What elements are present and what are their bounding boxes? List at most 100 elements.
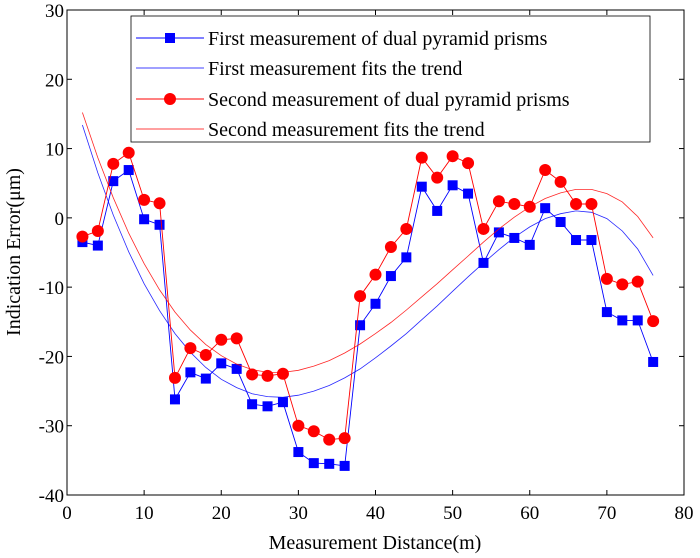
data-point-circle (585, 198, 598, 210)
data-point-square (185, 367, 196, 378)
data-point-circle (354, 290, 367, 303)
x-tick-labels: 0 10 20 30 40 50 60 70 80 (62, 503, 693, 524)
data-point-circle (631, 275, 644, 288)
data-point-circle (446, 150, 459, 163)
y-tick-label: -40 (39, 486, 64, 507)
data-point-square (108, 176, 119, 187)
y-tick-label: -10 (39, 278, 64, 299)
data-point-circle (384, 240, 397, 253)
data-point-square (324, 458, 335, 469)
data-point-circle (539, 164, 552, 177)
data-point-circle (184, 342, 197, 355)
data-point-circle (600, 272, 613, 285)
data-point-circle (138, 193, 151, 206)
data-point-square (463, 188, 474, 199)
data-point-square (262, 401, 273, 412)
data-point-square (339, 460, 350, 471)
legend-box (130, 15, 651, 143)
data-point-square (401, 252, 412, 263)
data-point-circle (647, 315, 660, 328)
data-point-square (355, 320, 366, 331)
data-point-square (524, 239, 535, 250)
data-point-square (370, 298, 381, 309)
data-point-circle (292, 419, 305, 432)
y-tick-label: 0 (55, 209, 65, 230)
data-point-square (277, 397, 288, 408)
data-point-circle (431, 171, 444, 184)
y-tick-label: 30 (45, 1, 64, 22)
data-point-circle (462, 157, 475, 170)
data-point-circle (91, 225, 104, 238)
y-tick-label: -20 (39, 347, 64, 368)
trend-line-2 (82, 124, 654, 398)
data-point-circle (246, 368, 259, 381)
data-point-circle (477, 222, 490, 235)
data-point-square (139, 214, 150, 225)
y-axis-title: Indication Error(μm) (3, 168, 25, 336)
x-tick-label: 30 (289, 503, 308, 524)
legend-label-2: First measurement fits the trend (208, 58, 462, 80)
data-point-circle (338, 432, 351, 445)
data-point-square (509, 232, 520, 243)
data-point-square (617, 315, 628, 326)
x-tick-label: 80 (675, 503, 694, 524)
data-point-square (293, 447, 304, 458)
y-tick-label: -30 (39, 417, 64, 438)
y-tick-label: 10 (45, 140, 64, 161)
data-point-square (416, 181, 427, 192)
data-point-square (200, 373, 211, 384)
data-point-square (493, 227, 504, 238)
tick-marks (66, 9, 685, 496)
legend: First measurement of dual pyramid prisms… (130, 15, 651, 143)
legend-label-1: First measurement of dual pyramid prisms (208, 28, 548, 50)
data-point-square (123, 165, 134, 176)
x-tick-label: 20 (212, 503, 231, 524)
legend-marker-circle (164, 93, 176, 105)
data-point-circle (199, 349, 212, 362)
data-point-square (632, 315, 643, 326)
data-point-circle (261, 369, 274, 382)
data-point-circle (400, 222, 413, 235)
data-point-circle (508, 198, 521, 210)
data-point-circle (168, 371, 181, 384)
data-point-circle (276, 367, 289, 380)
legend-label-3: Second measurement of dual pyramid prism… (208, 89, 570, 111)
y-tick-label: 20 (45, 70, 64, 91)
data-point-square (308, 458, 319, 469)
data-point-square (540, 203, 551, 214)
data-point-circle (415, 151, 428, 164)
data-point-square (432, 205, 443, 216)
data-point-square (447, 180, 458, 191)
x-tick-label: 70 (597, 503, 616, 524)
data-point-circle (107, 157, 120, 170)
x-axis-title: Measurement Distance(m) (269, 532, 482, 554)
x-tick-label: 50 (443, 503, 462, 524)
data-point-square (154, 219, 165, 230)
x-tick-label: 40 (366, 503, 385, 524)
data-point-square (216, 358, 227, 369)
data-point-square (586, 235, 597, 246)
trend-line-4 (82, 112, 654, 373)
data-point-circle (616, 278, 629, 291)
data-point-circle (492, 195, 505, 208)
data-point-square (571, 235, 582, 246)
data-point-circle (215, 333, 228, 346)
data-point-circle (570, 198, 583, 210)
data-point-square (169, 394, 180, 405)
series-layer (76, 112, 660, 471)
data-point-square (92, 240, 103, 251)
data-point-square (601, 307, 612, 318)
legend-marker-square (165, 33, 175, 43)
data-point-circle (230, 332, 243, 345)
data-point-circle (323, 433, 336, 446)
data-point-square (648, 356, 659, 367)
data-point-circle (122, 146, 135, 159)
legend-label-4: Second measurement fits the trend (208, 119, 485, 141)
x-tick-label: 10 (135, 503, 154, 524)
data-point-circle (369, 268, 382, 281)
data-point-square (247, 399, 258, 410)
data-point-circle (153, 197, 166, 210)
data-point-square (385, 271, 396, 282)
y-tick-labels: -40 -30 -20 -10 0 10 20 30 (39, 1, 64, 507)
